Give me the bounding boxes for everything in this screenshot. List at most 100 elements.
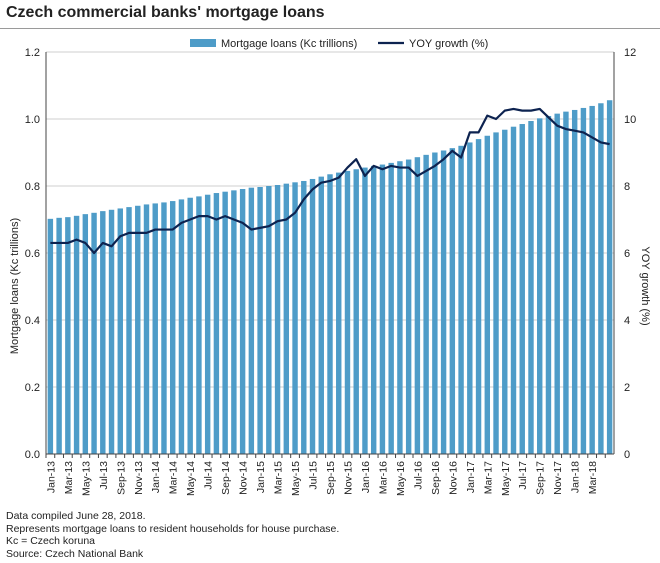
x-tick-label: Mar-15 (273, 461, 285, 494)
x-tick-label: May-16 (395, 461, 407, 496)
bar-Nov-17 (554, 113, 560, 454)
bar-Oct-15 (336, 172, 342, 454)
y-tick-label: 1.2 (25, 47, 40, 59)
bar-Nov-16 (449, 148, 456, 454)
x-tick-label: May-17 (500, 461, 512, 496)
bar-Sep-17 (537, 118, 543, 454)
y2-tick-label: 4 (624, 315, 630, 327)
bar-Dec-16 (458, 145, 464, 455)
abbreviation-note: Kc = Czech koruna (6, 535, 96, 547)
bar-Jan-13 (47, 218, 54, 454)
bar-Jan-17 (467, 142, 473, 454)
bar-Dec-15 (353, 169, 359, 454)
legend-bar-label: Mortgage loans (Kc trillions) (221, 38, 357, 50)
title-divider (0, 28, 660, 29)
mortgage-chart: 0.0 0.2 0.4 0.6 0.8 1.0 1.2 0 2 4 6 8 10 12 Jan-13 Mar-… (9, 38, 651, 496)
source-note: Source: Czech National Bank (6, 547, 144, 560)
bar-Jul-17 (519, 124, 525, 455)
chart-title: Czech commercial banks' mortgage loans (6, 4, 325, 21)
x-tick-label: May-13 (80, 461, 92, 496)
x-tick-label: Mar-14 (168, 461, 180, 494)
bar-Mar-13 (65, 217, 71, 454)
x-tick-label: Sep-14 (220, 461, 232, 495)
bar-Oct-17 (545, 115, 552, 455)
x-tick-label: Nov-15 (342, 461, 354, 495)
y-tick-label: 1.0 (25, 114, 40, 126)
x-tick-label: Mar-13 (63, 461, 75, 494)
bar-Dec-14 (248, 187, 255, 455)
x-tick-label: Mar-16 (377, 461, 389, 494)
bar-Sep-14 (222, 191, 228, 454)
bar-Apr-15 (283, 183, 290, 454)
bar-Feb-17 (475, 139, 482, 454)
bar-Apr-17 (493, 132, 499, 454)
bar-Feb-13 (56, 217, 62, 454)
bar-Jan-16 (362, 167, 368, 454)
bar-Sep-16 (432, 152, 438, 454)
bar-Jun-14 (196, 196, 202, 454)
x-tick-label: Jan-18 (570, 461, 582, 493)
axes: 0.0 0.2 0.4 0.6 0.8 1.0 1.2 0 2 4 6 8 10 12 Jan-13 Mar-… (25, 47, 637, 496)
bar-Dec-13 (143, 204, 150, 454)
bar-Jun-16 (405, 159, 412, 454)
bar-Feb-15 (266, 186, 272, 454)
x-tick-label: Nov-16 (447, 461, 459, 495)
bar-Feb-14 (161, 202, 167, 454)
x-tick-label: Mar-18 (587, 461, 599, 494)
y2-tick-label: 10 (624, 114, 636, 126)
x-tick-label: Nov-17 (552, 461, 564, 495)
y-tick-label: 0.6 (25, 248, 40, 260)
bar-Jul-14 (204, 194, 211, 454)
bar-Aug-13 (108, 209, 115, 454)
x-tick-label: Jul-17 (517, 461, 529, 490)
y2-tick-label: 0 (624, 449, 630, 461)
x-tick-label: Jan-13 (45, 461, 57, 493)
bar-May-13 (82, 214, 89, 454)
bar-Nov-13 (135, 205, 141, 454)
bar-Oct-16 (440, 150, 447, 454)
bar-Mar-18 (589, 105, 595, 454)
y2-tick-label: 6 (624, 248, 630, 260)
bar-Apr-13 (73, 215, 80, 454)
bar-Apr-18 (598, 103, 604, 454)
x-tick-label: Jul-14 (203, 461, 215, 490)
y-tick-label: 0.2 (25, 382, 40, 394)
bar-Jul-13 (100, 211, 106, 454)
bar-Apr-14 (178, 199, 185, 454)
bar-Sep-13 (117, 208, 123, 454)
compiled-note: Data compiled June 28, 2018. (6, 510, 146, 522)
bar-series (47, 100, 613, 455)
bar-Jan-14 (152, 203, 158, 454)
bar-Nov-15 (344, 170, 351, 455)
x-tick-label: Nov-14 (238, 461, 250, 495)
bar-Sep-15 (327, 174, 333, 454)
bar-Aug-15 (318, 176, 324, 454)
x-tick-label: Jul-13 (98, 461, 110, 490)
x-tick-label: Jan-17 (465, 461, 477, 493)
bar-May-16 (397, 161, 403, 454)
bar-Feb-16 (370, 165, 377, 454)
legend-bar-swatch (190, 39, 216, 47)
bar-Jun-13 (91, 212, 97, 454)
x-tick-label: May-15 (290, 461, 302, 496)
x-tick-label: Jan-14 (150, 461, 162, 493)
bar-Jul-16 (414, 157, 421, 454)
y-tick-label: 0.8 (25, 181, 40, 193)
x-tick-label: Jul-16 (412, 461, 424, 490)
yoy-growth-line (50, 107, 610, 255)
y-tick-label: 0.4 (25, 315, 40, 327)
x-tick-label: Sep-16 (430, 461, 442, 495)
x-tick-label: Mar-17 (482, 461, 494, 494)
legend-line-label: YOY growth (%) (409, 38, 488, 50)
footer-notes: Data compiled June 28, 2018. Represents … (6, 510, 339, 560)
bar-Dec-17 (563, 111, 569, 454)
bar-Mar-16 (379, 164, 386, 454)
bar-May-18 (606, 100, 613, 455)
x-tick-label: Sep-17 (535, 461, 547, 495)
bar-Oct-14 (231, 190, 237, 455)
y-axis-title: Mortgage loans (Kc trillions) (9, 218, 21, 354)
bar-May-15 (292, 182, 298, 454)
bar-May-17 (502, 129, 508, 454)
bar-Jul-15 (309, 178, 316, 454)
bar-May-14 (187, 197, 193, 454)
